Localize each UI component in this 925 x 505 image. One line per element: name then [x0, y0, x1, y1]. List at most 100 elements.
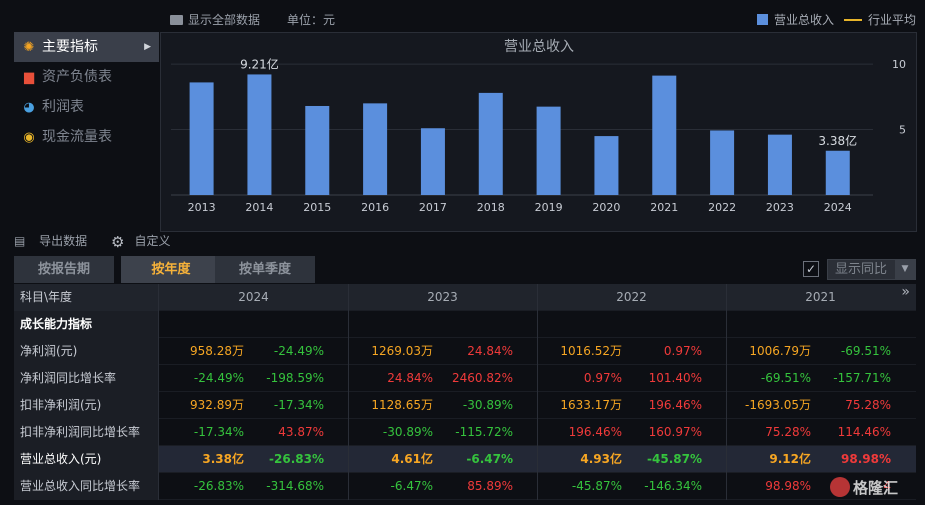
y-tick-label: 10 [892, 58, 906, 71]
legend-bar-swatch [756, 14, 768, 25]
revenue-bar[interactable] [536, 106, 561, 195]
x-tick-label: 2020 [592, 201, 620, 214]
tab-by-quarter[interactable]: 按单季度 [215, 256, 315, 283]
cell-value: -17.34% [193, 425, 244, 439]
x-tick-label: 2018 [477, 201, 505, 214]
cell-yoy: 85.89% [467, 479, 513, 493]
star-icon: ✺ [23, 40, 35, 55]
year-header: 2022 [616, 290, 647, 304]
nav-item-income-statement[interactable]: ◕ 利润表 [14, 92, 159, 122]
revenue-bar[interactable] [363, 103, 388, 195]
row-label: 营业总收入同比增长率 [14, 473, 159, 500]
tab-by-year[interactable]: 按年度 [121, 256, 221, 283]
x-tick-label: 2024 [824, 201, 852, 214]
cell-value: 1128.65万 [371, 398, 433, 412]
cell-value: 932.89万 [190, 398, 244, 412]
revenue-chart-panel: 营业总收入 5 10 2013 2014 9.21亿 2015 2016 2017 2018 201… [160, 32, 917, 232]
cell-yoy: 98.98% [841, 452, 891, 466]
cell-yoy: -17.34% [273, 398, 324, 412]
cell-yoy: -24.49% [273, 344, 324, 358]
nav-item-label: 利润表 [42, 99, 84, 115]
nav-item-label: 主要指标 [42, 39, 98, 55]
nav-item-balance-sheet[interactable]: ▆ 资产负债表 [14, 62, 159, 92]
table-row[interactable]: 营业总收入(元) 3.38亿 -26.83% 4.61亿 -6.47% 4.93亿 -45.… [14, 446, 916, 473]
compare-checkbox[interactable]: ✓ [803, 261, 819, 277]
x-tick-label: 2015 [303, 201, 331, 214]
revenue-bar[interactable] [710, 130, 735, 195]
cell-yoy: 0.97% [663, 344, 702, 358]
top-toolbar: 显示全部数据 单位：元 营业总收入 行业平均 [160, 8, 920, 30]
nav-item-cash-flow[interactable]: ◉ 现金流量表 [14, 122, 159, 152]
cell-yoy: 114.46% [837, 425, 891, 439]
show-yoy-select[interactable]: 显示同比 ▼ [827, 259, 916, 280]
left-nav: ✺ 主要指标 ▶ ▆ 资产负债表 ◕ 利润表 ◉ 现金流量表 [14, 32, 159, 152]
tab-by-report-period[interactable]: 按报告期 [14, 256, 114, 283]
table-row[interactable]: 扣非净利润(元) 932.89万 -17.34% 1128.65万 -30.89% 163… [14, 392, 916, 419]
x-tick-label: 2023 [766, 201, 794, 214]
legend-line-swatch [843, 19, 862, 21]
revenue-bar[interactable] [594, 136, 619, 195]
x-tick-label: 2019 [535, 201, 563, 214]
indicator-table: 科目\年度 2024 2023 2022 2021 » 成长能力指标 净利润(元… [14, 284, 916, 500]
nav-item-label: 资产负债表 [42, 69, 112, 85]
cell-value: 4.93亿 [580, 452, 622, 466]
revenue-bar[interactable] [305, 105, 330, 195]
year-header: 2024 [238, 290, 269, 304]
export-data-button[interactable]: ▤ 导出数据 [14, 234, 97, 248]
cell-yoy: 43.87% [278, 425, 324, 439]
cell-value: -1693.05万 [745, 398, 811, 412]
y-tick-label: 5 [899, 124, 906, 137]
cell-value: 4.61亿 [391, 452, 433, 466]
table-row[interactable]: 营业总收入同比增长率 -26.83% -314.68% -6.47% 85.89% -45… [14, 473, 916, 500]
show-all-label: 显示全部数据 [188, 13, 261, 27]
cell-yoy: -314.68% [266, 479, 324, 493]
cell-yoy: -146.34% [644, 479, 702, 493]
legend-avg-label: 行业平均 [867, 13, 916, 27]
row-label: 扣非净利润(元) [14, 392, 159, 419]
cell-yoy: -45.87% [647, 452, 702, 466]
show-all-toggle[interactable]: 显示全部数据 [170, 11, 260, 28]
revenue-bar[interactable] [189, 82, 214, 195]
revenue-bar[interactable] [825, 150, 850, 195]
row-label: 净利润(元) [14, 338, 159, 365]
table-row[interactable]: 净利润同比增长率 -24.49% -198.59% 24.84% 2460.82% 0.9… [14, 365, 916, 392]
cell-yoy: -157.71% [833, 371, 891, 385]
double-chevron-right-icon[interactable]: » [901, 284, 910, 300]
cell-value: 1016.52万 [560, 344, 622, 358]
year-header: 2023 [427, 290, 458, 304]
table-row[interactable]: 扣非净利润同比增长率 -17.34% 43.87% -30.89% -115.72% 19… [14, 419, 916, 446]
cell-value: 0.97% [583, 371, 622, 385]
revenue-bar[interactable] [478, 92, 503, 195]
cell-yoy: 24.84% [467, 344, 513, 358]
unit-label: 单位：元 [287, 13, 336, 27]
cell-value: -30.89% [382, 425, 433, 439]
cell-value: -45.87% [571, 479, 622, 493]
table-row[interactable]: 净利润(元) 958.28万 -24.49% 1269.03万 24.84% 1016.5… [14, 338, 916, 365]
revenue-bar[interactable] [420, 128, 445, 195]
row-label: 净利润同比增长率 [14, 365, 159, 392]
customize-button[interactable]: ⚙ 自定义 [111, 233, 180, 251]
cell-value: 75.28% [765, 425, 811, 439]
tools-row: ▤ 导出数据 ⚙ 自定义 [14, 232, 190, 251]
gear-icon: ⚙ [111, 233, 125, 251]
cell-yoy: -26.83% [269, 452, 324, 466]
x-tick-label: 2017 [419, 201, 447, 214]
nav-item-main-indicators[interactable]: ✺ 主要指标 ▶ [14, 32, 159, 62]
nav-item-label: 现金流量表 [42, 129, 112, 145]
show-yoy-label: 显示同比 [835, 262, 888, 277]
cell-value: 9.12亿 [769, 452, 811, 466]
revenue-bar[interactable] [652, 75, 677, 195]
pie-icon: ◕ [23, 100, 35, 115]
row-label: 营业总收入(元) [14, 446, 159, 473]
cell-value: 24.84% [387, 371, 433, 385]
cell-yoy: -115.72% [455, 425, 513, 439]
x-tick-label: 2021 [650, 201, 678, 214]
cell-yoy: -198.59% [266, 371, 324, 385]
legend-revenue-label: 营业总收入 [773, 13, 834, 27]
cell-value: 1633.17万 [560, 398, 622, 412]
revenue-bar[interactable] [767, 134, 792, 195]
cell-value: 196.46% [568, 425, 622, 439]
revenue-bar[interactable] [247, 74, 272, 195]
section-title: 成长能力指标 [14, 311, 159, 338]
cell-yoy: -6.47% [466, 452, 513, 466]
